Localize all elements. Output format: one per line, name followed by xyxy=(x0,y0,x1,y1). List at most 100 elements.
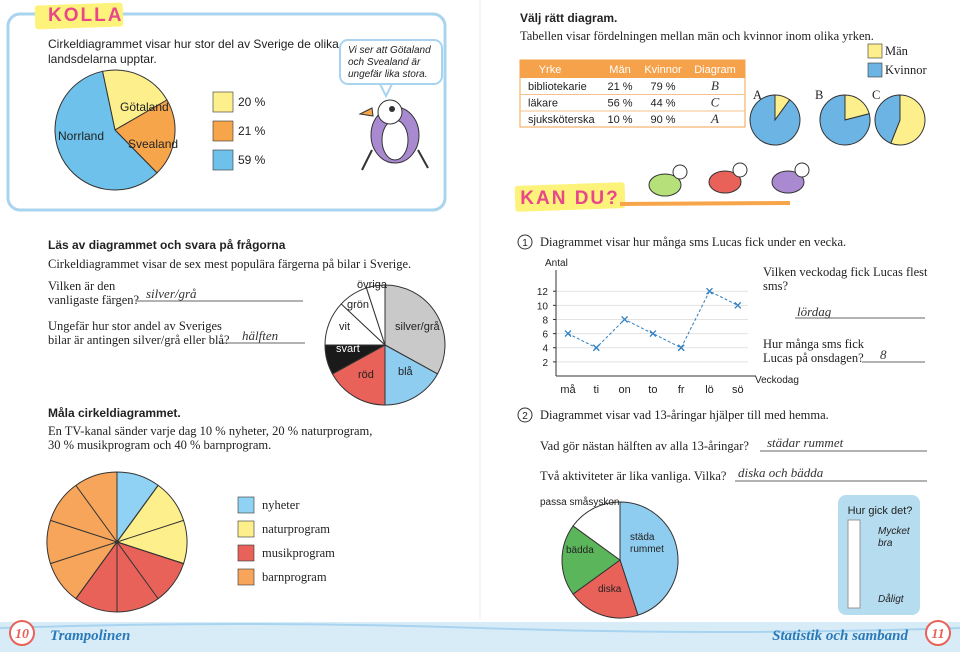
pie-slice xyxy=(114,99,176,174)
birds-decor xyxy=(648,162,810,197)
pie-slice xyxy=(890,94,926,146)
table-header: Yrke xyxy=(539,64,562,76)
assessment-scale xyxy=(847,519,861,609)
slice-label: blå xyxy=(398,366,414,378)
footer-wave xyxy=(0,623,960,633)
x-tick-label: lö xyxy=(705,384,714,396)
y-tick-label: 2 xyxy=(542,358,548,369)
y-tick-label: 10 xyxy=(537,301,549,312)
assessment-title: Hur gick det? xyxy=(848,505,913,517)
slice-label: röd xyxy=(358,369,374,381)
table-answer: A xyxy=(710,111,719,126)
divider xyxy=(75,541,118,599)
x-tick-label: sö xyxy=(732,384,744,396)
legend-swatch xyxy=(237,568,255,586)
legend-label: Män xyxy=(885,44,909,58)
body-text: En TV-kanal sänder varje dag 10 % nyhete… xyxy=(48,424,372,438)
assessment-label: Dåligt xyxy=(878,593,905,605)
answer: hälften xyxy=(242,328,278,343)
bubble-text: ungefär lika stora. xyxy=(348,69,428,80)
table-cell: 44 % xyxy=(650,98,675,110)
table-answer: C xyxy=(711,95,720,110)
body-text: Cirkeldiagrammet visar hur stor del av S… xyxy=(48,37,339,51)
pie-slice xyxy=(384,284,446,375)
slice-label: Götaland xyxy=(120,100,169,114)
answer: städar rummet xyxy=(767,435,844,450)
slice-label: grön xyxy=(347,299,369,311)
table-cell: 90 % xyxy=(650,114,675,126)
question: bilar är antingen silver/grå eller blå? xyxy=(48,333,230,347)
divider xyxy=(50,541,118,565)
bubble-tail xyxy=(378,83,394,99)
table-cell: 79 % xyxy=(650,81,675,93)
badge-text: KOLLA xyxy=(48,5,123,26)
table-cell: bibliotekarie xyxy=(528,81,587,93)
table-header-bg xyxy=(520,60,745,78)
pie-slice xyxy=(54,70,158,191)
pie-label: B xyxy=(815,88,823,102)
table-cell: 10 % xyxy=(607,114,632,126)
axis-title: Veckodag xyxy=(755,375,799,386)
legend-label: 21 % xyxy=(238,124,266,138)
section-title: Läs av diagrammet och svara på frågorna xyxy=(48,238,286,252)
pie-slice xyxy=(874,94,901,144)
table-header: Kvinnor xyxy=(644,64,682,76)
y-tick-label: 4 xyxy=(542,344,548,355)
legend-label: musikprogram xyxy=(262,546,335,560)
divider xyxy=(116,519,184,543)
question: Vilken veckodag fick Lucas flest xyxy=(763,265,928,279)
x-tick-label: to xyxy=(648,384,657,396)
legend-swatch xyxy=(867,43,883,59)
answer: diska och bädda xyxy=(738,465,824,480)
body-text: Diagrammet visar vad 13-åringar hjälper … xyxy=(540,408,829,422)
y-tick-label: 12 xyxy=(537,287,549,298)
slice-label: passa småsyskon xyxy=(540,496,619,508)
pie-slice xyxy=(572,559,639,619)
y-tick-label: 8 xyxy=(542,315,548,326)
question: Vad gör nästan hälften av alla 13-åringa… xyxy=(540,439,749,453)
page-number: 10 xyxy=(15,627,29,642)
kolla-badge xyxy=(34,2,124,30)
legend-label: 59 % xyxy=(238,153,266,167)
slice-label: bädda xyxy=(566,545,594,556)
page-number-badge xyxy=(925,620,951,646)
legend-swatch xyxy=(237,544,255,562)
slice-label: övriga xyxy=(357,279,388,291)
body-text: 30 % musikprogram och 40 % barnprogram. xyxy=(48,438,271,452)
assessment-label: bra xyxy=(878,538,893,549)
x-tick-label: ti xyxy=(594,384,600,396)
task-number: 1 xyxy=(522,238,528,249)
pie-slice xyxy=(619,501,679,616)
table-header: Män xyxy=(609,64,630,76)
table-cell: 21 % xyxy=(607,81,632,93)
pie-label: A xyxy=(753,88,762,102)
divider xyxy=(50,519,118,543)
answer: 8 xyxy=(880,347,887,362)
slice-label: svart xyxy=(336,343,360,355)
task-number-badge xyxy=(517,234,533,250)
pie-slice xyxy=(819,94,871,146)
pie-slice xyxy=(75,541,185,613)
legend-swatch xyxy=(867,62,883,78)
divider xyxy=(116,541,159,599)
table-cell: läkare xyxy=(528,98,558,110)
pie-slice xyxy=(365,284,386,346)
x-tick-label: fr xyxy=(678,384,685,396)
task-number: 2 xyxy=(522,411,528,422)
answer: silver/grå xyxy=(146,286,197,301)
running-title: Statistik och samband xyxy=(772,628,908,644)
data-point xyxy=(649,330,657,338)
pie-slice xyxy=(561,525,621,595)
question: Två aktiviteter är lika vanliga. Vilka? xyxy=(540,469,727,483)
pie-slice xyxy=(101,69,168,131)
pie-label: C xyxy=(872,88,880,102)
question: Hur många sms fick xyxy=(763,337,865,351)
data-point xyxy=(677,344,685,352)
bubble-text: och Svealand är xyxy=(348,57,421,68)
legend-swatch xyxy=(237,520,255,538)
body-text: landsdelarna upptar. xyxy=(48,52,157,66)
question: Ungefär hur stor andel av Sveriges xyxy=(48,319,222,333)
page-number-badge xyxy=(9,620,35,646)
axis-title: Antal xyxy=(545,258,568,269)
